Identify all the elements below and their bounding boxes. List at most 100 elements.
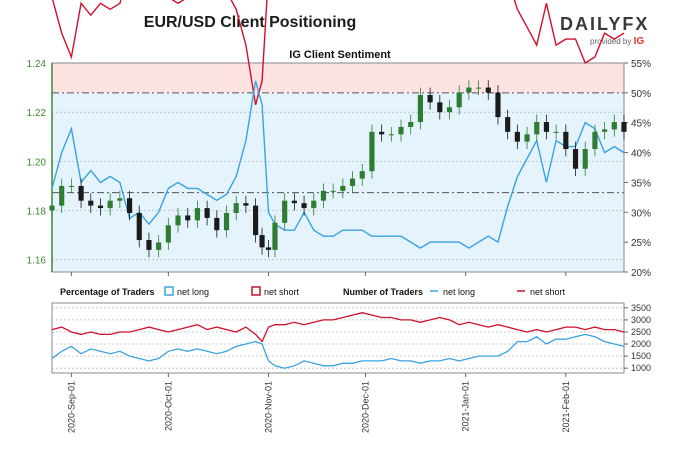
price-candle bbox=[330, 190, 336, 192]
percent-tick-label: 35% bbox=[631, 178, 651, 189]
x-axis: 2020-Sep-01 2020-Oct-01 2020-Nov-01 2020-De… bbox=[66, 272, 571, 433]
logo-provided-text: provided by bbox=[590, 37, 632, 46]
price-candle bbox=[572, 149, 579, 169]
price-candle bbox=[320, 190, 327, 201]
net-long-percent-line bbox=[51, 80, 625, 249]
price-candle bbox=[282, 200, 288, 223]
percent-tick-label: 40% bbox=[631, 149, 651, 160]
ig-logo: IG bbox=[633, 36, 645, 47]
count-tick-label: 2500 bbox=[631, 327, 651, 337]
price-candle bbox=[88, 200, 94, 206]
legend-percentage-short-label: net short bbox=[264, 287, 300, 297]
price-tick-label: 1.24 bbox=[27, 59, 47, 70]
price-tick-label: 1.16 bbox=[27, 256, 47, 267]
price-candle bbox=[117, 198, 123, 201]
price-candle bbox=[398, 126, 404, 135]
count-tick-label: 3500 bbox=[631, 303, 651, 313]
legend-percentage-long-label: net long bbox=[177, 287, 209, 297]
price-candle bbox=[524, 134, 530, 142]
x-tick-label: 2020-Oct-01 bbox=[163, 381, 173, 431]
price-candle bbox=[204, 208, 210, 218]
percent-tick-label: 20% bbox=[631, 268, 651, 279]
percent-tick-label: 50% bbox=[631, 89, 651, 100]
price-candle bbox=[417, 94, 423, 123]
bottom-legend: Percentage of Traders net long net short Nu… bbox=[60, 286, 566, 297]
legend-number-title: Number of Traders bbox=[343, 287, 423, 297]
price-candle bbox=[485, 87, 491, 93]
legend-short-box bbox=[251, 286, 261, 296]
price-candle bbox=[553, 131, 559, 133]
price-candle bbox=[156, 242, 162, 250]
count-tick-label: 1000 bbox=[631, 363, 651, 373]
net-long-zone bbox=[52, 92, 624, 272]
price-candle bbox=[621, 122, 627, 132]
price-candle bbox=[602, 129, 608, 132]
price-candle bbox=[243, 203, 249, 206]
price-candle bbox=[456, 92, 462, 108]
bottom-plot-frame bbox=[51, 302, 625, 374]
price-candle bbox=[107, 200, 113, 209]
price-candle bbox=[369, 131, 375, 172]
x-tick-label: 2021-Jan-01 bbox=[461, 381, 471, 432]
price-candle bbox=[514, 131, 520, 142]
percent-tick-label: 30% bbox=[631, 208, 651, 219]
sentiment-chart-title: IG Client Sentiment bbox=[289, 49, 391, 61]
percent-tick-label: 45% bbox=[631, 119, 651, 130]
x-tick-label: 2020-Sep-01 bbox=[66, 381, 76, 433]
net-short-zone bbox=[52, 63, 624, 93]
x-tick-label: 2021-Feb-01 bbox=[561, 381, 571, 433]
price-candle bbox=[437, 102, 443, 113]
page-title: EUR/USD Client Positioning bbox=[143, 14, 357, 31]
price-candle bbox=[349, 178, 356, 186]
price-candle bbox=[78, 185, 84, 201]
price-candle bbox=[543, 122, 550, 132]
price-candle bbox=[592, 131, 598, 150]
x-tick-label: 2020-Nov-01 bbox=[264, 381, 274, 433]
price-candle bbox=[49, 205, 55, 211]
logo-provided-by: provided by IG bbox=[590, 36, 670, 47]
net-short-percent-line bbox=[52, 0, 625, 105]
price-candle bbox=[97, 205, 104, 209]
legend-percentage-title: Percentage of Traders bbox=[60, 287, 155, 297]
price-candle bbox=[68, 185, 74, 187]
price-candle bbox=[175, 215, 181, 226]
price-candle bbox=[505, 117, 511, 132]
price-candle bbox=[340, 185, 346, 191]
x-tick-label: 2020-Dec-01 bbox=[360, 381, 370, 433]
bottom-panel: 1000 1500 2000 2500 3000 3500 bbox=[51, 302, 651, 374]
price-candle bbox=[563, 131, 569, 150]
price-candle bbox=[466, 87, 472, 93]
legend-number-long-label: net long bbox=[443, 287, 475, 297]
price-candle bbox=[475, 87, 482, 89]
percent-tick-label: 25% bbox=[631, 238, 651, 249]
price-candle bbox=[379, 131, 385, 135]
price-candle bbox=[214, 217, 220, 231]
price-candle bbox=[253, 205, 259, 236]
price-candle bbox=[301, 203, 307, 209]
price-candle bbox=[495, 92, 501, 118]
net-long-count-line bbox=[51, 333, 625, 369]
price-candle bbox=[126, 198, 133, 213]
count-tick-label: 2000 bbox=[631, 339, 651, 349]
percent-tick-label: 55% bbox=[631, 59, 651, 70]
price-tick-label: 1.18 bbox=[27, 207, 47, 218]
logo-wordmark: DAILYFX bbox=[560, 14, 650, 34]
price-candle bbox=[194, 208, 201, 221]
price-candle bbox=[223, 212, 230, 231]
price-candle bbox=[265, 247, 272, 250]
price-candle bbox=[233, 203, 239, 213]
price-candle bbox=[388, 134, 394, 136]
price-candle bbox=[146, 240, 152, 250]
price-candle bbox=[408, 122, 414, 127]
price-candle bbox=[136, 212, 142, 241]
dailyfx-logo: DAILYFX provided by IG bbox=[560, 14, 670, 47]
legend-number-short-label: net short bbox=[530, 287, 566, 297]
price-candle bbox=[165, 225, 171, 243]
price-candle bbox=[291, 200, 297, 204]
price-candle bbox=[311, 200, 317, 209]
price-candle bbox=[427, 94, 433, 103]
net-short-count-line bbox=[51, 312, 625, 343]
price-tick-label: 1.20 bbox=[27, 157, 47, 168]
count-tick-label: 3000 bbox=[631, 315, 651, 325]
price-candle bbox=[259, 235, 265, 248]
